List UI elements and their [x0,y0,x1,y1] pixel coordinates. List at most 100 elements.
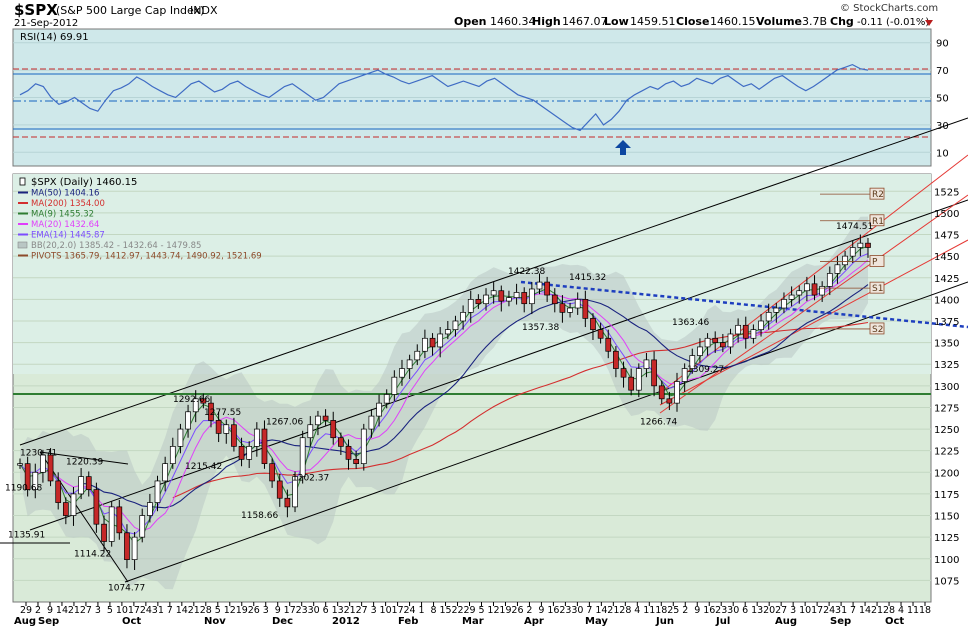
x-month-label: Mar [462,616,484,626]
candle-down [613,350,619,369]
candle-up [78,476,84,495]
legend-entry: BB(20,2.0) 1385.42 - 1432.64 - 1479.85 [31,241,201,251]
price-tick-label: 1325 [934,360,959,371]
candle-up [781,299,787,309]
candle-down [353,458,359,465]
candle-up [315,415,321,426]
bollinger-band [20,216,868,590]
x-day-label: 5 [107,605,113,616]
candle-up [223,424,230,434]
legend-entry: MA(200) 1354.00 [31,199,105,209]
candle-up [697,346,703,356]
price-tick-label: 1175 [934,490,959,501]
rsi-tick-label: 70 [936,66,949,77]
x-month-label: Sep [38,616,59,626]
x-day-label: 30 [308,605,320,616]
pivot-label-box [869,281,885,294]
chg-value: -0.11 (-0.01%) [857,17,929,28]
x-day-label: 17 [284,605,296,616]
pivot-label-box [869,214,885,227]
x-day-label: 9 [538,605,544,616]
x-month-label: 2012 [332,616,360,626]
ma50-line [81,284,869,509]
price-annotation: 1357.38 [522,323,559,333]
x-month-label: Feb [398,616,418,626]
x-day-label: 12 [224,605,236,616]
candle-up [849,247,856,257]
pivot-label-box [869,187,885,200]
candle-up [758,320,764,330]
x-day-label: 2 [682,605,688,616]
price-tick-label: 1425 [934,274,959,285]
price-tick-label: 1375 [934,317,959,328]
candle-up [391,376,398,395]
candle-up [643,359,650,369]
candle-up [857,242,864,248]
x-day-label: 16 [703,605,715,616]
price-axis: 1525 1500 1475 1450 1425 1400 1375 1350 1325 1300… [934,187,959,587]
candle-up [727,333,734,348]
candle-up [750,329,757,339]
price-tick-label: 1200 [934,468,959,479]
candle-down [559,303,566,313]
candle-down [85,476,92,490]
ma20-line [19,259,869,532]
candle-down [865,242,871,248]
candle-up [490,290,497,296]
candle-down [811,283,818,296]
fan-line-1 [39,451,129,583]
x-month-label: Aug [14,616,36,626]
pivot-label: S2 [872,325,883,335]
rsi-oversold-arrow-icon [615,140,631,155]
x-day-label: 10 [799,605,811,616]
x-day-label: 14 [176,605,188,616]
price-annotation: 1309.27 [687,365,724,375]
candle-up [414,350,421,361]
candle-up [804,283,810,292]
candle-down [582,299,589,319]
price-annotation: 1422.38 [508,267,545,277]
x-day-label: 14 [56,605,68,616]
x-day-label: 21 [344,605,356,616]
candle-up [689,355,696,369]
x-month-label: Dec [272,616,293,626]
rsi-label: RSI(14) 69.91 [20,32,89,43]
x-day-label: 28 [883,605,895,616]
price-annotation: 1415.32 [569,273,606,283]
candle-up [399,368,405,378]
x-day-label: 3 [263,605,269,616]
price-panel: R2 R1 P S1 S2 1230.71 1190.68 1135.91 1220.39 11… [0,117,968,603]
resistance-dotted-line [520,280,968,329]
x-day-label: 1 [419,605,425,616]
rsi-tick-label: 90 [936,39,949,50]
candle-up [360,428,367,465]
candle-down [93,489,100,525]
x-day-label: 20 [763,605,775,616]
candle-up [437,333,444,348]
x-day-label: 17 [128,605,140,616]
open-label: Open [454,15,487,28]
candle-down [269,463,275,482]
x-day-label: 15 [439,605,451,616]
x-month-label: Jul [715,616,730,626]
candle-down [544,281,550,296]
price-tick-label: 1500 [934,209,959,220]
price-annotation: 1266.74 [640,418,677,428]
x-day-label: 17 [811,605,823,616]
candle-down [590,318,596,330]
low-label: Low [604,15,629,28]
x-day-label: 31 [152,605,164,616]
candle-down [658,385,665,400]
price-annotation: 1230.71 [20,449,57,459]
x-month-label: Oct [122,616,141,626]
x-day-label: 19 [499,605,511,616]
candle-up [108,506,115,542]
candle-up [17,463,23,466]
price-annotation: 1363.46 [672,318,709,328]
candle-down [215,420,222,434]
candle-down [338,437,344,447]
ema14-line [19,253,869,535]
candle-down [551,294,558,305]
x-day-label: 10 [380,605,392,616]
